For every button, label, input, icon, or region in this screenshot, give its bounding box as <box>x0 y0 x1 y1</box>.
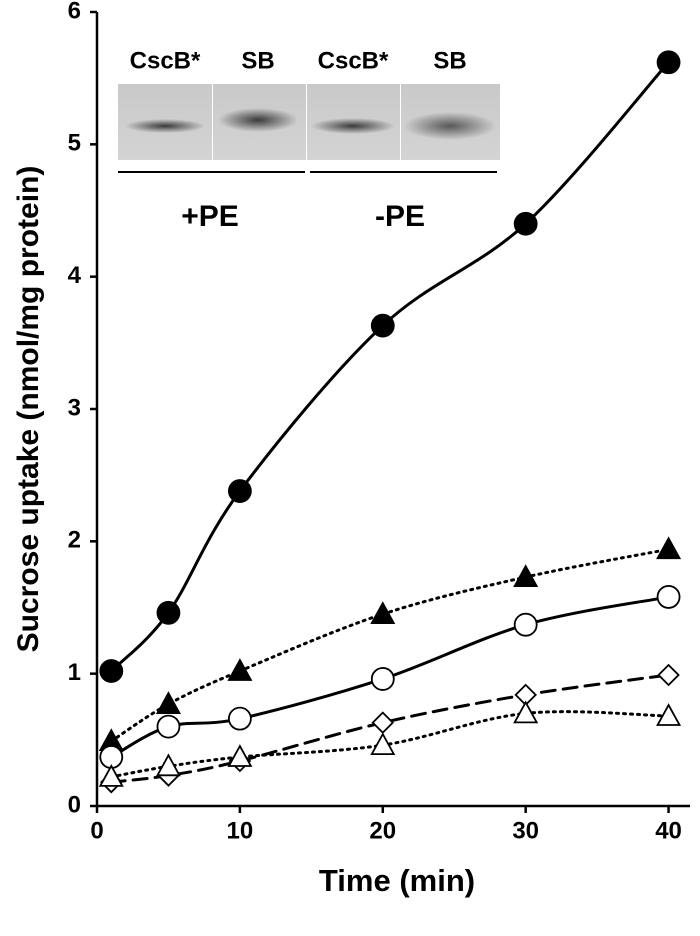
marker <box>155 753 181 777</box>
lane-label: CscB* <box>318 47 389 74</box>
marker <box>656 536 682 560</box>
marker <box>370 313 395 338</box>
blot <box>118 84 500 173</box>
group-label: +PE <box>181 200 239 233</box>
marker <box>513 564 539 587</box>
marker <box>513 700 539 724</box>
lane-label: CscB* <box>130 47 201 74</box>
marker <box>155 691 181 715</box>
x-tick-label: 30 <box>512 817 539 844</box>
marker <box>156 714 181 739</box>
y-tick-label: 3 <box>68 394 81 421</box>
marker <box>227 479 252 503</box>
y-tick-label: 2 <box>68 527 81 554</box>
x-tick-label: 0 <box>90 817 103 844</box>
marker <box>99 659 124 683</box>
marker <box>656 585 681 609</box>
marker <box>227 658 253 681</box>
lane-label: SB <box>433 47 466 74</box>
x-tick-label: 20 <box>369 817 396 844</box>
marker <box>227 744 253 767</box>
marker <box>370 667 395 691</box>
x-tick-label: 10 <box>227 817 254 844</box>
marker <box>156 600 181 625</box>
y-tick-label: 6 <box>68 0 81 24</box>
marker <box>370 732 396 756</box>
x-tick-label: 40 <box>655 817 682 844</box>
group-label: -PE <box>375 200 425 233</box>
marker <box>370 601 396 625</box>
series-line <box>109 547 671 743</box>
marker <box>513 211 538 236</box>
y-tick-label: 4 <box>68 262 82 289</box>
marker <box>656 703 682 726</box>
y-tick-label: 0 <box>68 791 81 818</box>
marker <box>657 663 680 687</box>
y-tick-label: 5 <box>68 130 81 157</box>
lane-label: SB <box>241 47 274 74</box>
marker <box>513 612 538 637</box>
marker <box>98 764 124 787</box>
marker <box>656 50 681 75</box>
y-axis-title: Sucrose uptake (nmol/mg protein) <box>12 166 45 653</box>
marker <box>227 706 252 731</box>
marker <box>371 711 395 734</box>
x-axis-title: Time (min) <box>319 863 475 898</box>
y-tick-label: 1 <box>68 659 81 686</box>
